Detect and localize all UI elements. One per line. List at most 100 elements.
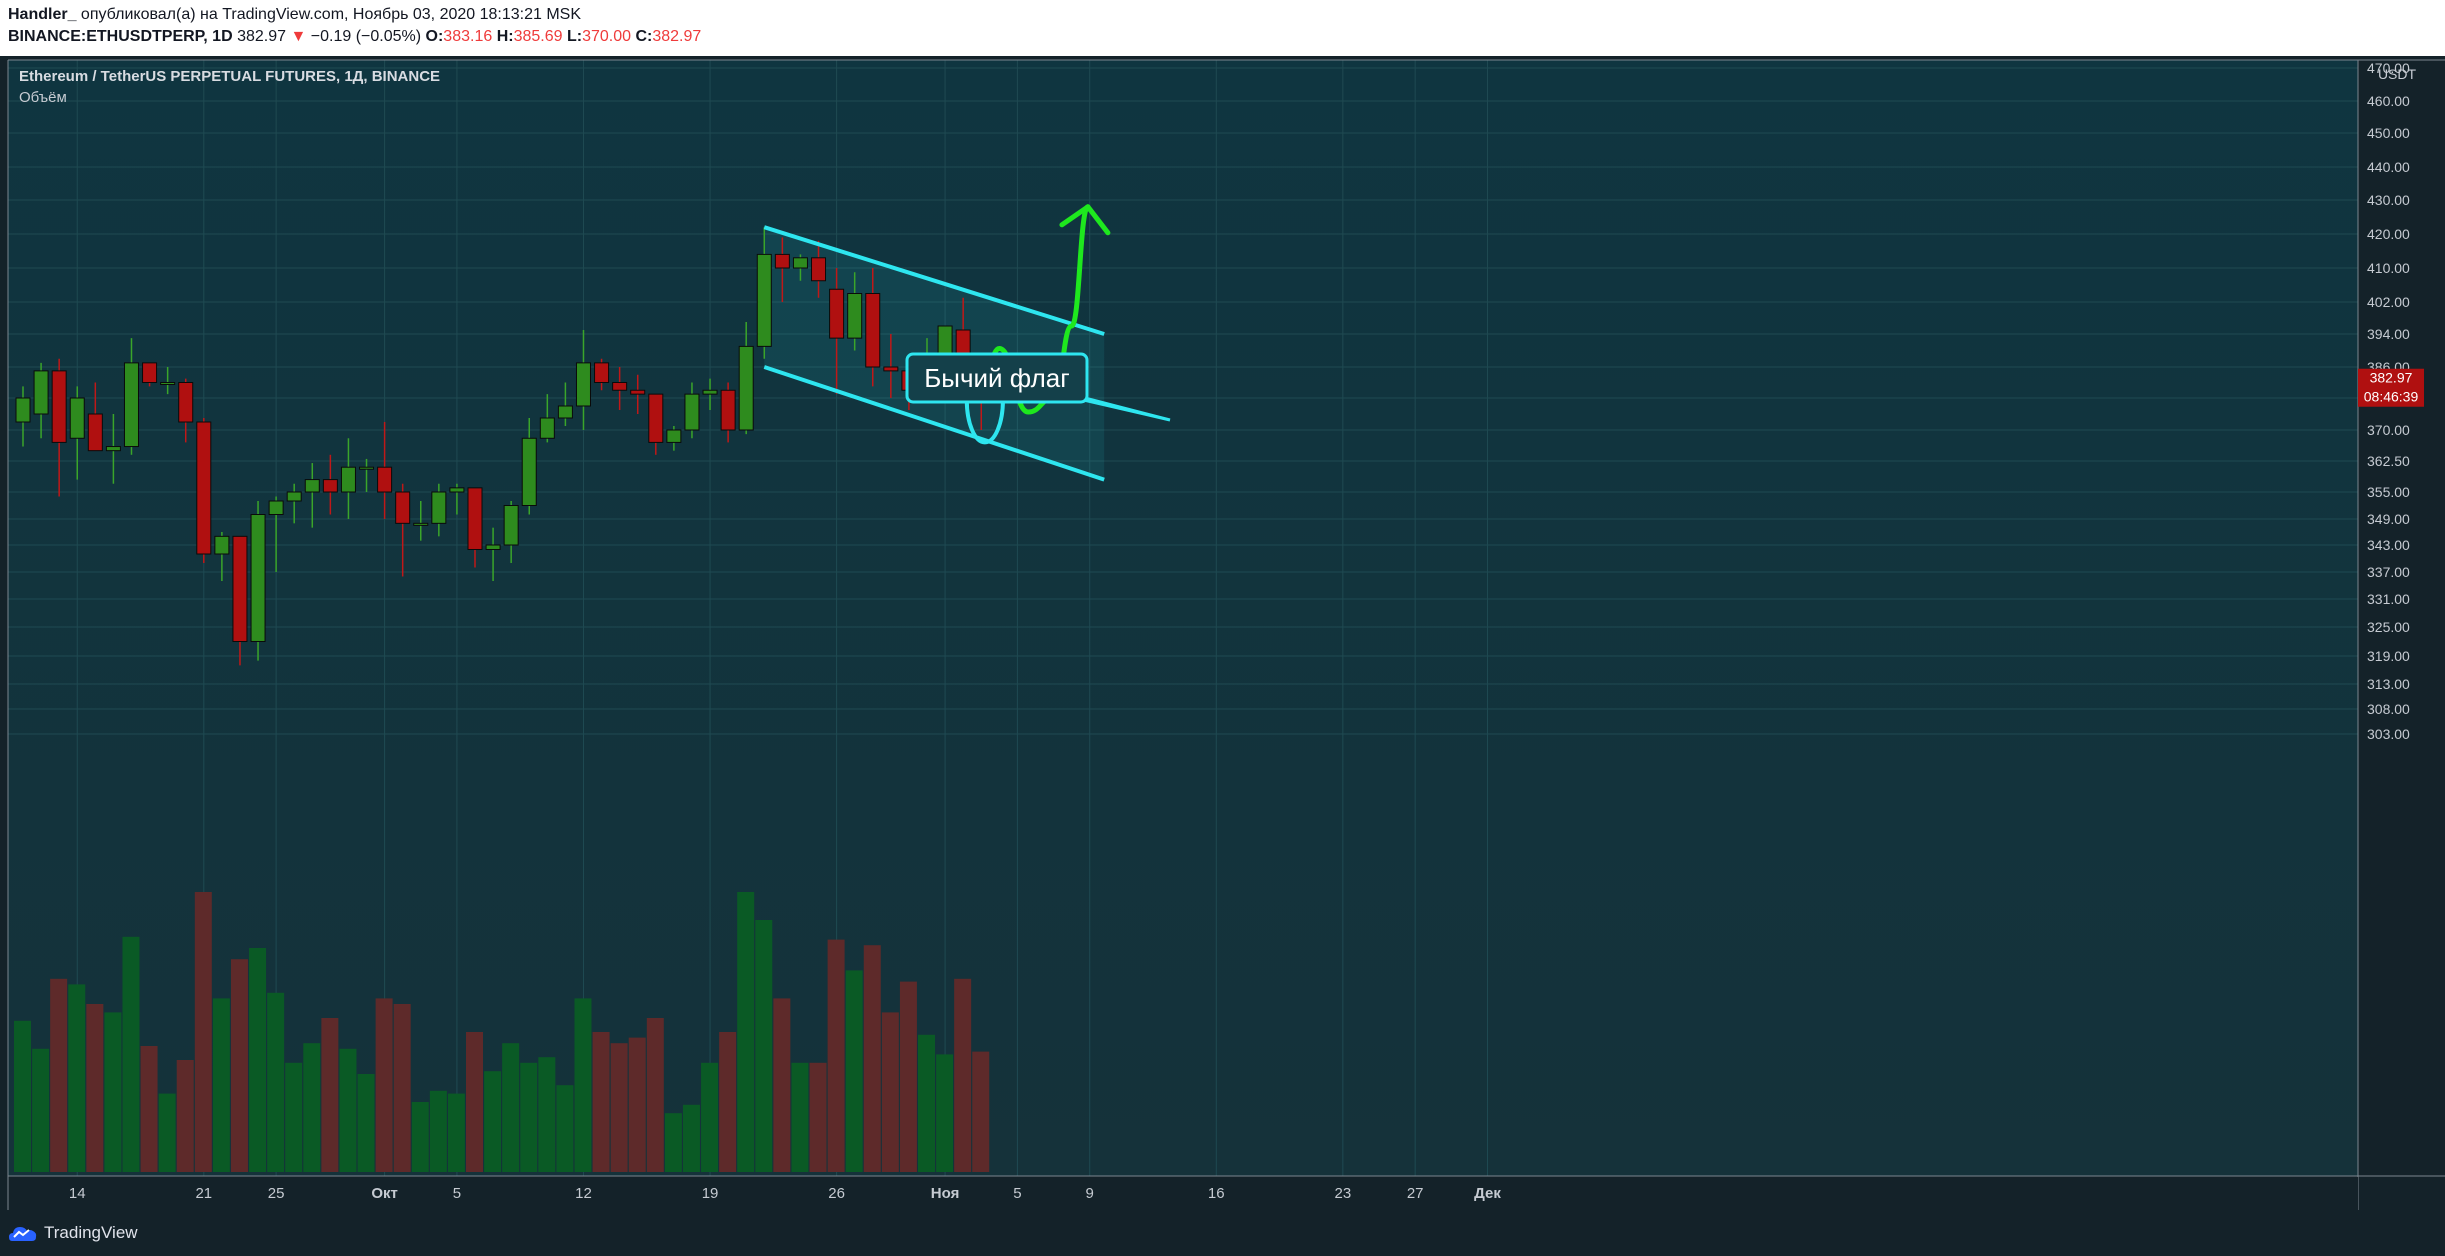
volume-bar bbox=[827, 939, 845, 1172]
price-tick-label: 394.00 bbox=[2367, 326, 2410, 342]
low-value: 370.00 bbox=[582, 28, 632, 45]
time-axis-panel bbox=[8, 1177, 2358, 1210]
price-tag-value: 382.97 bbox=[2370, 370, 2413, 386]
candle-body bbox=[539, 417, 555, 439]
candle-body bbox=[69, 397, 85, 439]
price-axis-panel bbox=[2358, 60, 2445, 1176]
volume-bar bbox=[538, 1057, 556, 1172]
publication-line: Handler_ опубликовал(а) на TradingView.c… bbox=[8, 6, 581, 24]
volume-bar bbox=[411, 1102, 429, 1172]
candle-body bbox=[575, 362, 591, 407]
price-tick-label: 402.00 bbox=[2367, 294, 2410, 310]
candle-body bbox=[322, 479, 338, 493]
volume-bar bbox=[86, 1004, 104, 1172]
price-tick-label: 319.00 bbox=[2367, 648, 2410, 664]
candle-body bbox=[449, 487, 465, 493]
close-label: C: bbox=[635, 28, 653, 45]
horizontal-gridlines bbox=[8, 67, 2358, 735]
price-tick-label: 410.00 bbox=[2367, 260, 2410, 276]
open-label: O: bbox=[425, 28, 444, 45]
volume-bar bbox=[339, 1048, 357, 1172]
candle-body bbox=[774, 253, 790, 269]
candle-body bbox=[51, 370, 67, 443]
time-tick-label: Дек bbox=[1474, 1185, 1501, 1202]
candle-body bbox=[630, 389, 646, 395]
candle-body bbox=[431, 491, 447, 524]
callout-text: Бычий флаг bbox=[924, 363, 1070, 393]
volume-bar bbox=[502, 1043, 520, 1172]
volume-bar bbox=[899, 981, 917, 1172]
symbol-label: BINANCE:ETHUSDTPERP, 1D bbox=[8, 28, 233, 45]
candle-body bbox=[612, 382, 628, 391]
candle-body bbox=[792, 257, 808, 269]
tradingview-logo[interactable]: TradingView bbox=[8, 1223, 138, 1243]
volume-bar bbox=[285, 1062, 303, 1172]
time-tick-label: 16 bbox=[1208, 1185, 1225, 1202]
candle-body bbox=[485, 544, 501, 550]
volume-bar bbox=[682, 1104, 700, 1172]
time-tick-label: 25 bbox=[268, 1185, 285, 1202]
brand-name: TradingView bbox=[44, 1223, 138, 1242]
candle-body bbox=[503, 505, 519, 546]
author-name[interactable]: Handler_ bbox=[8, 6, 77, 23]
volume-bar bbox=[972, 1051, 990, 1172]
volume-bar bbox=[32, 1048, 50, 1172]
volume-bar bbox=[104, 1012, 122, 1172]
time-tick-label: Окт bbox=[371, 1185, 398, 1202]
volume-bar bbox=[357, 1074, 375, 1172]
candle-body bbox=[865, 293, 881, 368]
volume-bar bbox=[230, 959, 248, 1172]
footer: TradingView bbox=[0, 1210, 2445, 1256]
callout-box bbox=[905, 352, 1089, 404]
time-tick-label: 26 bbox=[828, 1185, 845, 1202]
candle-body bbox=[160, 382, 176, 385]
annotation-callout[interactable]: Бычий флаг bbox=[905, 352, 1171, 422]
volume-bar bbox=[574, 998, 592, 1172]
candle-body bbox=[232, 535, 248, 643]
price-tick-label: 420.00 bbox=[2367, 226, 2410, 242]
volume-bar bbox=[484, 1071, 502, 1172]
volume-bar bbox=[158, 1093, 176, 1172]
time-tick-label: 21 bbox=[195, 1185, 212, 1202]
volume-bar bbox=[68, 984, 86, 1172]
price-tick-label: 303.00 bbox=[2367, 726, 2410, 742]
price-tick-label: 370.00 bbox=[2367, 422, 2410, 438]
volume-bar bbox=[520, 1062, 538, 1172]
volume-bar bbox=[701, 1062, 719, 1172]
volume-bar bbox=[466, 1032, 483, 1172]
volume-bar bbox=[936, 1054, 954, 1172]
price-tick-label: 349.00 bbox=[2367, 511, 2410, 527]
price-axis-labels: 470.00 460.00 450.00 440.00 430.00 420.00 410.… bbox=[2367, 60, 2410, 742]
chart-canvas[interactable]: Бычий флаг Ethereum / TetherUS PERPETUAL… bbox=[0, 56, 2445, 1210]
volume-bar bbox=[592, 1032, 610, 1172]
volume-bar bbox=[719, 1032, 737, 1172]
candle-body bbox=[304, 479, 320, 493]
volume-bar bbox=[321, 1018, 339, 1172]
volume-bar bbox=[249, 948, 267, 1172]
countdown-value: 08:46:39 bbox=[2364, 389, 2419, 405]
channel-upper-line[interactable] bbox=[763, 225, 1105, 336]
plot-background bbox=[8, 60, 2358, 1176]
ohlc-line: BINANCE:ETHUSDTPERP, 1D 382.97 ▼ −0.19 (… bbox=[8, 28, 701, 46]
volume-bar bbox=[429, 1090, 447, 1172]
candle-body bbox=[467, 487, 483, 551]
candle-body bbox=[738, 345, 754, 431]
volume-bar bbox=[122, 936, 140, 1172]
candle-body bbox=[178, 382, 194, 423]
volume-bar bbox=[556, 1085, 574, 1172]
candle-body bbox=[123, 362, 139, 448]
channel-lower-line[interactable] bbox=[763, 365, 1105, 482]
high-value: 385.69 bbox=[513, 28, 563, 45]
price-tick-label: 362.50 bbox=[2367, 453, 2410, 469]
candle-body bbox=[268, 500, 284, 515]
candle-body bbox=[557, 405, 573, 419]
last-price: 382.97 bbox=[237, 28, 287, 45]
time-tick-label: 9 bbox=[1086, 1185, 1094, 1202]
price-tick-label: 430.00 bbox=[2367, 192, 2410, 208]
candle-body bbox=[359, 466, 375, 470]
price-tick-label: 440.00 bbox=[2367, 159, 2410, 175]
candle-body bbox=[521, 437, 537, 506]
volume-bar bbox=[863, 945, 881, 1172]
arrow-head-icon bbox=[1059, 204, 1111, 236]
volume-bar bbox=[212, 998, 230, 1172]
